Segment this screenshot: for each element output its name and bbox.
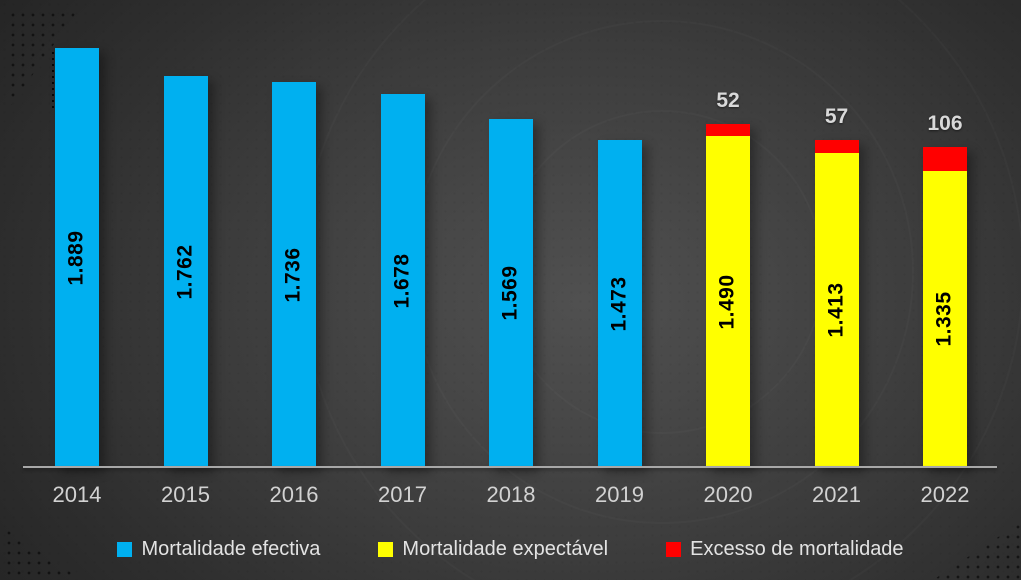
excess-segment-2021: [814, 140, 859, 153]
bar-2016: 1.736: [272, 82, 316, 467]
legend-label: Mortalidade expectável: [402, 537, 609, 560]
x-tick-2016: 2016: [269, 482, 319, 507]
bar-value-label: 1.762: [173, 243, 197, 300]
bar-2015: 1.762: [163, 76, 208, 467]
excess-value-label-2021: 57: [824, 105, 849, 128]
excess-value-label-2022: 106: [927, 112, 963, 135]
legend-item-mortalidade-efectiva: Mortalidade efectiva: [117, 538, 320, 561]
x-tick-2015: 2015: [161, 482, 210, 507]
x-tick-2014: 2014: [52, 482, 102, 507]
legend-swatch-red-icon: [666, 541, 682, 557]
x-tick-2022: 2022: [920, 482, 970, 507]
legend-swatch-yellow-icon: [378, 541, 394, 557]
legend: Mortalidade efectiva Mortalidade expectá…: [0, 534, 1021, 564]
bar-segment-2017: 1.678: [380, 94, 425, 467]
x-axis-line: [23, 466, 997, 468]
bar-2020: 1.490: [706, 124, 750, 467]
bar-segment-2015: 1.762: [163, 76, 208, 467]
bar-segment-2014: 1.889: [55, 48, 99, 467]
x-tick-2021: 2021: [812, 482, 861, 507]
excess-value-label-2020: 52: [716, 89, 740, 112]
bar-value-label: 1.736: [282, 246, 305, 303]
bar-segment-2016: 1.736: [272, 82, 316, 467]
excess-segment-2022: [923, 147, 967, 171]
bar-2014: 1.889: [55, 48, 99, 467]
excess-segment-2020: [706, 124, 750, 136]
bar-value-label: 1.889: [65, 229, 88, 286]
bar-value-label: 1.569: [499, 265, 522, 321]
x-tick-2020: 2020: [703, 482, 753, 507]
bar-2022: 1.335: [923, 147, 967, 467]
legend-label: Mortalidade efectiva: [141, 537, 321, 560]
bar-segment-2020: 1.490: [706, 136, 750, 467]
bar-value-label: 1.335: [933, 291, 956, 347]
bar-segment-2021: 1.413: [814, 153, 859, 467]
x-tick-2017: 2017: [378, 482, 427, 507]
legend-label: Excesso de mortalidade: [690, 537, 904, 560]
legend-item-excesso-de-mortalidade: Excesso de mortalidade: [666, 537, 904, 561]
bar-2021: 1.413: [814, 140, 859, 467]
bar-2017: 1.678: [380, 94, 425, 467]
x-tick-2018: 2018: [486, 482, 536, 507]
bar-2018: 1.569: [489, 119, 533, 467]
bar-value-label: 1.413: [824, 282, 848, 338]
bar-value-label: 1.473: [607, 275, 631, 332]
legend-item-mortalidade-expectavel: Mortalidade expectável: [378, 538, 608, 561]
bar-value-label: 1.678: [390, 252, 414, 309]
bar-segment-2019: 1.473: [597, 140, 642, 467]
bar-segment-2018: 1.569: [489, 119, 533, 467]
bar-value-label: 1.490: [716, 273, 739, 330]
bar-segment-2022: 1.335: [923, 171, 967, 467]
x-tick-2019: 2019: [595, 482, 644, 507]
bar-2019: 1.473: [597, 140, 642, 467]
legend-swatch-blue-icon: [117, 541, 133, 557]
